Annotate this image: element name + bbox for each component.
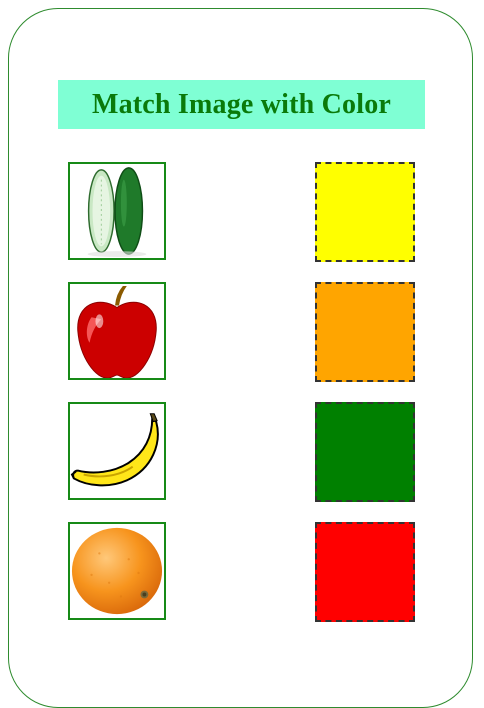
- page-title: Match Image with Color: [91, 88, 392, 120]
- color-target-red[interactable]: [315, 522, 415, 622]
- color-target-orange[interactable]: [315, 282, 415, 382]
- orange-icon: [71, 527, 163, 615]
- image-tile-cucumber[interactable]: [68, 162, 166, 260]
- color-target-green[interactable]: [315, 402, 415, 502]
- image-tile-orange[interactable]: [68, 522, 166, 620]
- image-tile-banana[interactable]: [68, 402, 166, 500]
- cucumber-icon: [87, 167, 147, 258]
- banana-icon: [70, 413, 159, 487]
- color-target-yellow[interactable]: [315, 162, 415, 262]
- title-banner: Match Image with Color: [58, 80, 425, 129]
- apple-icon: [77, 285, 157, 378]
- image-tile-apple[interactable]: [68, 282, 166, 380]
